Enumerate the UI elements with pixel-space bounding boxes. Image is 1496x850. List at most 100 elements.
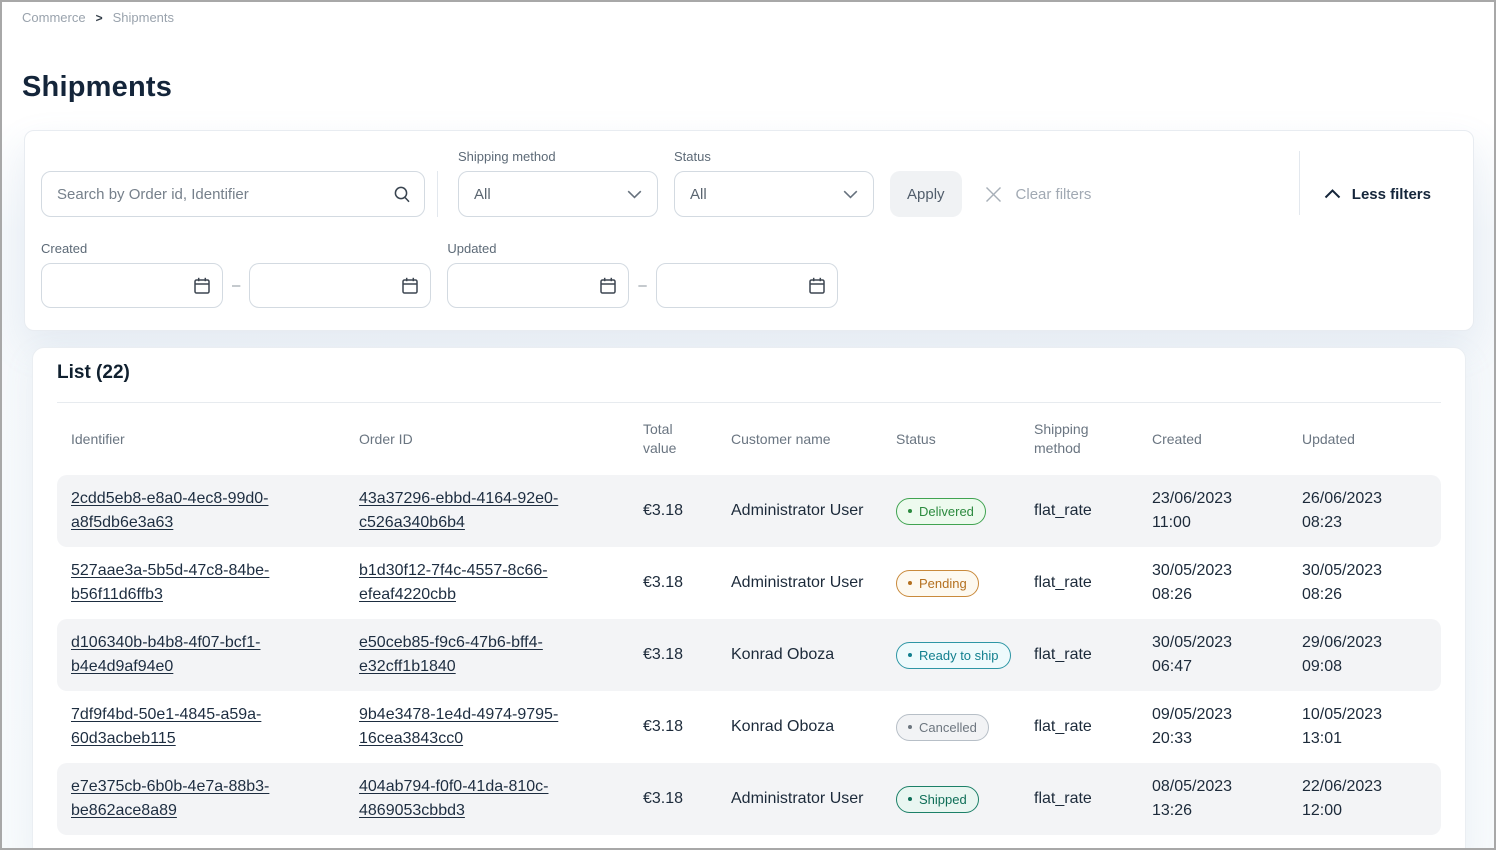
column-header-shipping-method: Shipping method xyxy=(1034,421,1089,456)
range-separator: – xyxy=(232,277,241,294)
created-cell: 23/06/2023 11:00 xyxy=(1138,475,1288,547)
table-row: e7e375cb-6b0b-4e7a-88b3-be862ace8a89 404… xyxy=(57,763,1441,835)
range-separator: – xyxy=(638,277,647,294)
status-badge-label: Ready to ship xyxy=(919,647,999,663)
status-dot-icon xyxy=(908,725,912,730)
column-header-customer-name: Customer name xyxy=(731,430,831,447)
total-value-cell: €3.18 xyxy=(643,718,684,735)
updated-cell: 10/05/2023 13:01 xyxy=(1288,691,1441,763)
breadcrumb-commerce[interactable]: Commerce xyxy=(22,10,86,25)
list-title: List (22) xyxy=(57,362,1441,403)
chevron-up-icon xyxy=(1324,189,1341,199)
updated-to-input[interactable] xyxy=(655,263,838,308)
created-time: 06:47 xyxy=(1152,658,1193,675)
shipping-method-select[interactable]: All xyxy=(458,171,658,217)
total-value-cell: €3.18 xyxy=(643,574,684,591)
updated-to-box xyxy=(655,263,838,308)
filters-panel: Shipping method All Status All xyxy=(24,130,1474,331)
status-dot-icon xyxy=(908,509,912,514)
status-dot-icon xyxy=(908,581,912,586)
column-header-created: Created xyxy=(1152,430,1202,447)
customer-name-cell: Administrator User xyxy=(717,763,882,835)
status-badge-label: Delivered xyxy=(919,503,974,519)
updated-label: Updated xyxy=(447,241,497,256)
created-date: 30/05/2023 xyxy=(1152,634,1233,651)
status-badge: Shipped xyxy=(896,785,979,813)
status-badge-label: Shipped xyxy=(919,791,967,807)
identifier-link[interactable]: d106340b-b4b8-4f07-bcf1-b4e4d9af94e0 xyxy=(71,634,261,675)
updated-time: 09:08 xyxy=(1302,658,1343,675)
clear-filters-button[interactable]: Clear filters xyxy=(984,171,1092,217)
updated-time: 08:26 xyxy=(1302,586,1343,603)
created-cell: 08/05/2023 13:26 xyxy=(1138,763,1288,835)
filter-divider xyxy=(1298,151,1300,215)
page-title: Shipments xyxy=(22,71,173,103)
status-badge: Pending xyxy=(896,569,979,597)
order-id-link[interactable]: 43a37296-ebbd-4164-92e0-c526a340b6b4 xyxy=(359,490,559,531)
search-box xyxy=(41,171,425,217)
updated-cell: 26/06/2023 08:23 xyxy=(1288,475,1441,547)
filters-row-dates: Created – xyxy=(41,241,1457,308)
created-date: 09/05/2023 xyxy=(1152,706,1233,723)
updated-cell: 22/06/2023 12:00 xyxy=(1288,763,1441,835)
status-dot-icon xyxy=(908,797,912,802)
clear-filters-label: Clear filters xyxy=(1015,185,1092,203)
created-cell: 30/05/2023 06:47 xyxy=(1138,619,1288,691)
table-row: 7df9f4bd-50e1-4845-a59a-60d3acbeb115 9b4… xyxy=(57,691,1441,763)
identifier-link[interactable]: 2cdd5eb8-e8a0-4ec8-99d0-a8f5db6e3a63 xyxy=(71,490,269,531)
updated-range: – xyxy=(447,263,838,308)
customer-name-cell: Konrad Oboza xyxy=(731,718,835,735)
created-range-field: Created – xyxy=(41,241,432,308)
table-row: 2cdd5eb8-e8a0-4ec8-99d0-a8f5db6e3a63 43a… xyxy=(57,475,1441,547)
updated-date: 30/05/2023 xyxy=(1302,562,1383,579)
less-filters-toggle[interactable]: Less filters xyxy=(1324,171,1431,217)
breadcrumb-shipments[interactable]: Shipments xyxy=(112,10,175,25)
status-value: All xyxy=(690,185,707,203)
created-time: 20:33 xyxy=(1152,730,1193,747)
order-id-link[interactable]: b1d30f12-7f4c-4557-8c66-efeaf4220cbb xyxy=(359,562,548,603)
updated-cell: 30/05/2023 08:26 xyxy=(1288,547,1441,619)
column-header-total-value: Total value xyxy=(643,421,677,456)
apply-button[interactable]: Apply xyxy=(890,171,962,217)
created-to-box xyxy=(249,263,432,308)
identifier-link[interactable]: 7df9f4bd-50e1-4845-a59a-60d3acbeb115 xyxy=(71,706,262,747)
total-value-cell: €3.18 xyxy=(629,619,717,691)
updated-date: 22/06/2023 xyxy=(1302,778,1383,795)
order-id-link[interactable]: 9b4e3478-1e4d-4974-9795-16cea3843cc0 xyxy=(359,706,559,747)
created-range: – xyxy=(41,263,432,308)
table-header-row: Identifier Order ID Total value Customer… xyxy=(57,403,1441,475)
identifier-link[interactable]: 527aae3a-5b5d-47c8-84be-b56f11d6ffb3 xyxy=(71,562,270,603)
status-badge: Ready to ship xyxy=(896,641,1011,669)
chevron-down-icon xyxy=(843,190,858,199)
shipping-method-cell: flat_rate xyxy=(1020,619,1138,691)
column-header-status: Status xyxy=(896,430,936,447)
updated-from-input[interactable] xyxy=(447,263,630,308)
shipping-method-cell: flat_rate xyxy=(1034,574,1092,591)
updated-time: 13:01 xyxy=(1302,730,1343,747)
filters-row-main: Shipping method All Status All xyxy=(41,149,1457,217)
shipping-method-cell: flat_rate xyxy=(1020,763,1138,835)
created-from-input[interactable] xyxy=(41,263,223,308)
created-to-input[interactable] xyxy=(249,263,432,308)
less-filters-label: Less filters xyxy=(1351,185,1431,203)
status-badge-label: Pending xyxy=(919,575,967,591)
updated-time: 12:00 xyxy=(1302,802,1343,819)
column-header-updated: Updated xyxy=(1302,430,1355,447)
search-input[interactable] xyxy=(41,171,425,217)
updated-date: 29/06/2023 xyxy=(1302,634,1383,651)
chevron-down-icon xyxy=(627,190,642,199)
created-label: Created xyxy=(41,241,88,256)
updated-from-box xyxy=(447,263,630,308)
status-badge: Cancelled xyxy=(896,713,989,741)
created-time: 08:26 xyxy=(1152,586,1193,603)
created-time: 13:26 xyxy=(1152,802,1193,819)
updated-time: 08:23 xyxy=(1302,514,1343,531)
order-id-link[interactable]: 404ab794-f0f0-41da-810c-4869053cbbd3 xyxy=(359,778,549,819)
updated-date: 10/05/2023 xyxy=(1302,706,1383,723)
created-cell: 09/05/2023 20:33 xyxy=(1138,691,1288,763)
column-header-order-id: Order ID xyxy=(359,430,413,447)
breadcrumb-separator-icon: > xyxy=(95,10,103,25)
order-id-link[interactable]: e50ceb85-f9c6-47b6-bff4-e32cff1b1840 xyxy=(359,634,543,675)
status-select[interactable]: All xyxy=(674,171,874,217)
identifier-link[interactable]: e7e375cb-6b0b-4e7a-88b3-be862ace8a89 xyxy=(71,778,270,819)
